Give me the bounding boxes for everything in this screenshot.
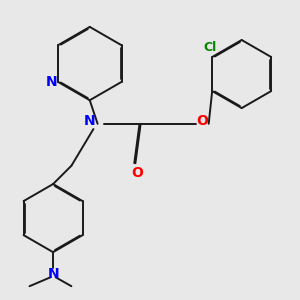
Text: N: N [46, 75, 58, 89]
Text: N: N [84, 114, 96, 128]
Text: O: O [196, 114, 208, 128]
Text: N: N [47, 267, 59, 281]
Text: Cl: Cl [203, 41, 216, 54]
Text: O: O [131, 166, 143, 179]
